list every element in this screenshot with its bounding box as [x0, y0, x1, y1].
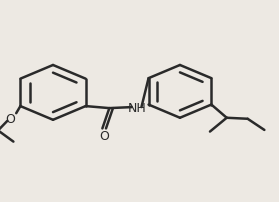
Text: NH: NH: [128, 101, 147, 114]
Text: O: O: [6, 113, 16, 126]
Text: O: O: [99, 129, 109, 142]
